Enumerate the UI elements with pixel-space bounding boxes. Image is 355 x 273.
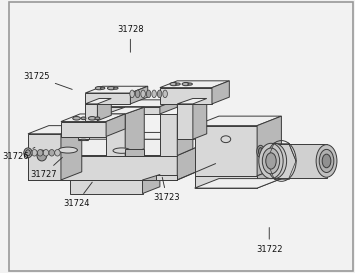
Polygon shape [61,126,82,180]
Polygon shape [142,174,160,194]
Ellipse shape [73,117,80,120]
Polygon shape [85,93,130,104]
Polygon shape [106,107,144,114]
Ellipse shape [182,82,190,86]
Polygon shape [212,81,229,104]
Polygon shape [195,179,282,188]
Polygon shape [106,114,125,136]
Polygon shape [125,107,144,156]
Polygon shape [78,139,89,141]
Polygon shape [160,88,212,104]
Ellipse shape [188,83,192,85]
Ellipse shape [26,150,31,156]
Polygon shape [106,107,160,114]
Polygon shape [160,81,229,88]
Ellipse shape [95,117,100,120]
Polygon shape [271,144,327,178]
Polygon shape [97,99,111,121]
Polygon shape [275,161,282,168]
Ellipse shape [108,87,115,90]
Ellipse shape [88,117,96,120]
Polygon shape [125,132,177,139]
Polygon shape [193,99,207,139]
Ellipse shape [176,83,180,85]
Ellipse shape [135,90,140,98]
Polygon shape [195,176,257,188]
Ellipse shape [141,90,145,98]
Polygon shape [28,174,45,180]
Polygon shape [195,116,282,126]
Polygon shape [70,180,142,194]
Polygon shape [125,149,144,156]
Ellipse shape [266,153,276,169]
Text: 31728: 31728 [117,25,144,52]
Polygon shape [160,114,177,156]
Ellipse shape [322,154,331,168]
Ellipse shape [316,145,337,177]
Text: 31726: 31726 [2,147,35,161]
Text: 31727: 31727 [30,157,62,179]
Ellipse shape [152,90,156,98]
Polygon shape [28,126,82,134]
Ellipse shape [319,149,334,173]
Polygon shape [28,134,61,180]
Ellipse shape [221,136,231,143]
Ellipse shape [259,143,283,179]
Text: 31722: 31722 [256,228,283,254]
Ellipse shape [257,145,264,158]
Text: 31725: 31725 [23,72,72,89]
Ellipse shape [163,90,167,98]
Text: 31723: 31723 [153,177,180,202]
Polygon shape [257,116,282,176]
Ellipse shape [37,150,47,161]
Polygon shape [85,99,111,104]
Ellipse shape [146,90,151,98]
Ellipse shape [58,147,77,153]
Ellipse shape [114,87,118,89]
Polygon shape [177,104,193,139]
Polygon shape [85,86,148,93]
Polygon shape [157,174,177,180]
Ellipse shape [26,150,32,156]
Ellipse shape [43,150,49,156]
Ellipse shape [130,90,135,98]
Polygon shape [177,107,193,156]
Ellipse shape [32,150,37,156]
Ellipse shape [258,148,263,155]
Ellipse shape [100,87,105,89]
Polygon shape [28,139,215,156]
Polygon shape [85,104,97,121]
Polygon shape [78,136,89,139]
Ellipse shape [55,150,60,156]
Polygon shape [61,121,106,136]
Ellipse shape [262,148,280,174]
Polygon shape [106,114,125,156]
Ellipse shape [95,87,103,90]
Polygon shape [106,100,177,107]
Ellipse shape [157,90,162,98]
Polygon shape [195,126,257,176]
Ellipse shape [81,117,86,120]
Ellipse shape [170,82,178,86]
Polygon shape [130,86,148,104]
Ellipse shape [262,143,286,179]
Polygon shape [61,114,125,121]
Ellipse shape [49,150,54,156]
Polygon shape [28,156,177,180]
Polygon shape [160,100,177,114]
Polygon shape [257,166,282,188]
Text: 31724: 31724 [63,182,92,207]
Polygon shape [177,139,215,180]
Ellipse shape [37,150,43,156]
Ellipse shape [113,148,130,153]
Ellipse shape [24,148,32,158]
Polygon shape [177,99,207,104]
